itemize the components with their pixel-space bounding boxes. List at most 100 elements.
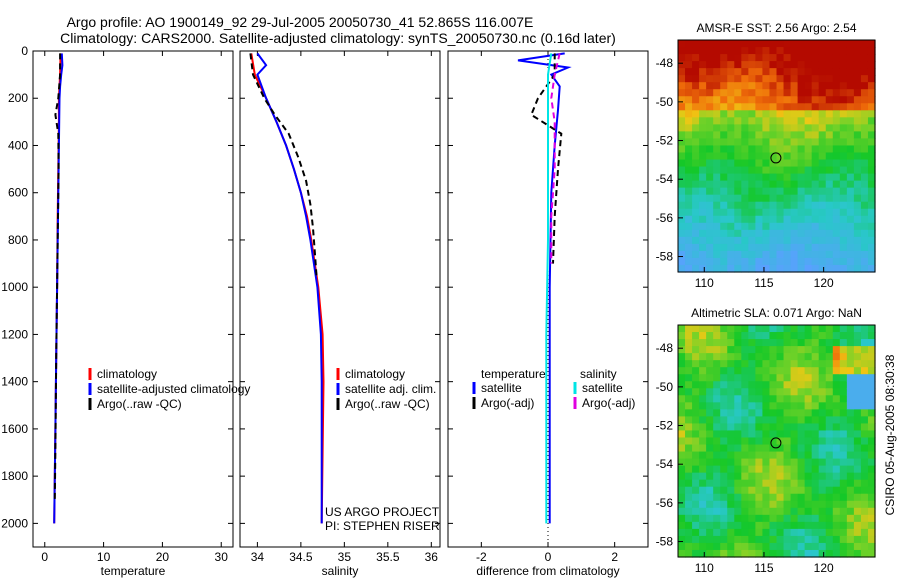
- sst_map-heatmap-cell: [804, 68, 813, 76]
- sst_map-heatmap-cell: [692, 89, 700, 97]
- sst_map-heatmap-cell: [846, 159, 855, 168]
- sst_map-heatmap-cell: [755, 243, 764, 252]
- salinity-legend-label: Argo(..raw -QC): [345, 397, 430, 411]
- sst_map-heatmap-cell: [867, 96, 876, 104]
- sst_map-heatmap-cell: [727, 166, 735, 175]
- sst_map-heatmap-cell: [853, 236, 862, 245]
- sst_map-heatmap-cell: [748, 117, 756, 125]
- sst_map-heatmap-cell: [776, 173, 785, 182]
- sla_map-heatmap-cell: [853, 458, 862, 467]
- sla_map-heatmap-cell: [783, 507, 792, 516]
- sla_map-heatmap-cell: [713, 360, 721, 368]
- sst_map-heatmap-cell: [832, 152, 841, 161]
- sst_map-heatmap-cell: [713, 152, 721, 161]
- sst_map-heatmap-cell: [783, 166, 792, 175]
- sst_map-heatmap-cell: [839, 103, 848, 111]
- sst_map-heatmap-cell: [734, 110, 742, 118]
- sst_map-heatmap-cell: [804, 110, 813, 118]
- sst_map-heatmap-cell: [853, 152, 862, 161]
- sla_map-heatmap-cell: [846, 451, 855, 460]
- sla_map-heatmap-cell: [706, 360, 714, 368]
- sla_map-heatmap-cell: [748, 500, 756, 509]
- sst_map-heatmap-cell: [839, 264, 848, 273]
- sst_map-heatmap-cell: [699, 166, 707, 175]
- sst_map-heatmap-cell: [706, 47, 714, 55]
- sla_map-heatmap-cell: [685, 507, 693, 516]
- sst_map-heatmap-cell: [706, 201, 714, 210]
- sst_map-heatmap-cell: [783, 194, 792, 203]
- sst_map-heatmap-cell: [776, 236, 785, 245]
- sla_map-heatmap-cell: [699, 388, 707, 396]
- sst_map-heatmap-cell: [706, 194, 714, 203]
- sla_map-heatmap-cell: [804, 430, 813, 439]
- sst_map-heatmap-cell: [692, 61, 700, 69]
- sst_map-heatmap-cell: [755, 187, 764, 196]
- sst_map-heatmap-cell: [692, 75, 700, 83]
- sla_map-heatmap-cell: [762, 430, 771, 439]
- sst_map-heatmap-cell: [678, 47, 686, 55]
- sla_map-heatmap-cell: [699, 458, 707, 467]
- sst_map-heatmap-cell: [783, 54, 792, 62]
- sla_map-heatmap-cell: [804, 374, 813, 382]
- sla_map-heatmap-cell: [790, 409, 799, 417]
- sla_map-heatmap-cell: [678, 535, 686, 544]
- sla_map-heatmap-cell: [755, 493, 764, 502]
- sst_map-heatmap-cell: [769, 250, 778, 259]
- sla_map-heatmap-cell: [783, 542, 792, 551]
- sla_map-heatmap-cell: [769, 479, 778, 488]
- sst_map-heatmap-cell: [678, 187, 686, 196]
- sla_map-heatmap-cell: [776, 444, 785, 453]
- sla_map-heatmap-cell: [755, 444, 764, 453]
- sla_map-heatmap-cell: [839, 444, 848, 453]
- sla_map-heatmap-cell: [727, 500, 735, 509]
- sla_map-heatmap-cell: [867, 535, 876, 544]
- sla_map-heatmap-cell: [846, 521, 855, 530]
- sla_map-heatmap-cell: [706, 451, 714, 460]
- sst_map-heatmap-cell: [804, 187, 813, 196]
- sla_map-heatmap-cell: [769, 437, 778, 446]
- sla_map-heatmap-cell: [734, 339, 742, 347]
- sst_map-heatmap-cell: [755, 159, 764, 168]
- sla_map-heatmap-cell: [741, 395, 749, 403]
- sla_map-heatmap-cell: [825, 388, 834, 396]
- sla_map-heatmap-cell: [727, 465, 735, 474]
- sst_map-heatmap-cell: [685, 124, 693, 132]
- sla_map-heatmap-cell: [790, 332, 799, 340]
- sst_map-heatmap-cell: [832, 145, 841, 154]
- sst_map-heatmap-cell: [685, 236, 693, 245]
- sst_map-heatmap-cell: [741, 257, 749, 266]
- sla_map-heatmap-cell: [755, 409, 764, 417]
- sst_map-heatmap-cell: [706, 124, 714, 132]
- sst_map-heatmap-cell: [783, 222, 792, 231]
- sla_map-heatmap-cell: [804, 360, 813, 368]
- sla_map-heatmap-cell: [790, 374, 799, 382]
- sla_map-heatmap-cell: [727, 381, 735, 389]
- sst_map-heatmap-cell: [783, 103, 792, 111]
- sst_map-heatmap-cell: [713, 54, 721, 62]
- sla_map-heatmap-cell: [678, 360, 686, 368]
- sst_map-heatmap-cell: [853, 159, 862, 168]
- sst_map-heatmap-cell: [825, 180, 834, 189]
- sla_map-heatmap-cell: [727, 430, 735, 439]
- sla_map-heatmap-cell: [762, 493, 771, 502]
- sla_map-heatmap-cell: [832, 332, 841, 340]
- sla_map-heatmap-cell: [853, 374, 862, 382]
- sst_map-heatmap-cell: [692, 166, 700, 175]
- sla_map-heatmap-cell: [818, 479, 827, 488]
- sst_map-heatmap-cell: [713, 201, 721, 210]
- sst_map-heatmap-cell: [804, 257, 813, 266]
- sla_map-heatmap-cell: [867, 367, 876, 375]
- sst_map-heatmap-cell: [706, 208, 714, 217]
- sst_map-heatmap-cell: [839, 54, 848, 62]
- sst_map-heatmap-cell: [797, 124, 806, 132]
- sst_map-heatmap-cell: [860, 222, 869, 231]
- sst_map-heatmap-cell: [741, 131, 749, 140]
- sst_map-heatmap-cell: [790, 187, 799, 196]
- sst_map-heatmap-cell: [804, 250, 813, 259]
- sst_map-heatmap-cell: [769, 229, 778, 238]
- sst_map-heatmap-cell: [692, 229, 700, 238]
- sla_map-heatmap-cell: [832, 444, 841, 453]
- sst_map-heatmap-cell: [839, 250, 848, 259]
- sst_map-heatmap-cell: [699, 61, 707, 69]
- temperature-ytick-label: 200: [8, 91, 28, 105]
